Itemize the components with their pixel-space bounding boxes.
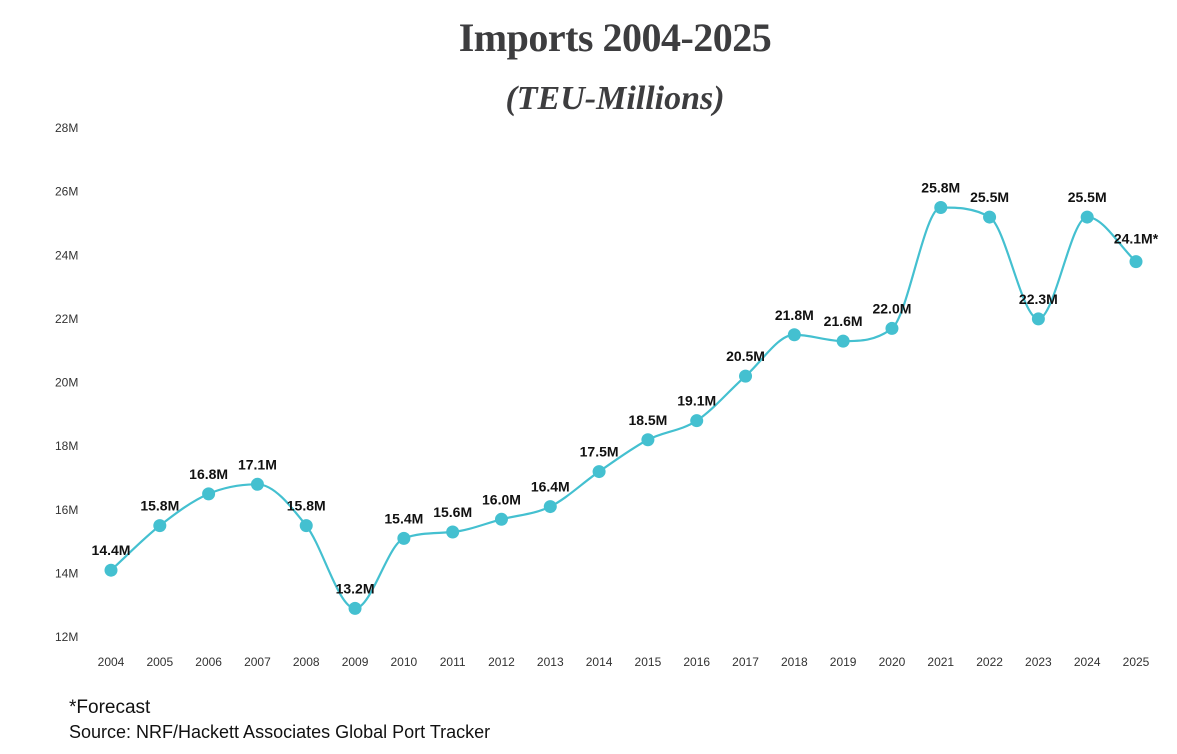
x-tick-label: 2014 [586,655,613,669]
x-tick-label: 2008 [293,655,320,669]
series-line [110,206,1137,610]
x-tick-label: 2010 [391,655,418,669]
x-axis: 2004 2005 2006 2007 2008 2009 2010 2011 2012 2013… [98,655,1150,669]
data-point-2022 [983,210,997,224]
x-tick-label: 2018 [781,655,808,669]
data-label-2013: 16.4M [531,479,570,495]
data-label-2010: 15.4M [384,510,423,526]
data-point-2007 [250,477,264,491]
x-tick-label: 2017 [732,655,759,669]
data-label-2011: 15.6M [433,504,472,520]
y-axis: 12M 14M 16M 18M 20M 22M 24M 26M 28M [55,121,78,644]
data-label-2021: 25.8M [921,180,960,196]
data-point-2010 [397,531,411,545]
y-tick-label: 16M [55,503,78,517]
source-note: Source: NRF/Hackett Associates Global Po… [69,722,491,742]
x-tick-label: 2006 [195,655,222,669]
data-label-2017: 20.5M [726,348,765,364]
data-point-2023 [1031,312,1045,326]
data-point-2009 [348,601,362,615]
data-labels: 14.4M 15.8M 16.8M 17.1M 15.8M 13.2M 15.4M 15.6M… [92,180,1159,597]
data-point-2013 [543,500,557,514]
data-label-2014: 17.5M [580,444,619,460]
y-tick-label: 24M [55,248,78,262]
x-tick-label: 2007 [244,655,271,669]
forecast-footnote: *Forecast [69,697,151,718]
x-tick-label: 2019 [830,655,857,669]
series-imports [110,206,1137,610]
x-tick-label: 2004 [98,655,125,669]
y-tick-label: 18M [55,439,78,453]
data-label-2006: 16.8M [189,466,228,482]
data-label-2020: 22.0M [872,300,911,316]
y-tick-label: 26M [55,185,78,199]
y-tick-label: 20M [55,376,78,390]
data-label-2007: 17.1M [238,456,277,472]
chart-subtitle: (TEU-Millions) [505,80,725,117]
data-label-2022: 25.5M [970,189,1009,205]
x-tick-label: 2024 [1074,655,1101,669]
data-point-2011 [446,525,460,539]
data-point-2006 [202,487,216,501]
x-tick-label: 2005 [146,655,173,669]
chart-title: Imports 2004-2025 [458,15,772,60]
data-point-2024 [1080,210,1094,224]
x-tick-label: 2012 [488,655,515,669]
x-tick-label: 2023 [1025,655,1052,669]
data-point-2017 [739,369,753,383]
data-label-2025: 24.1M* [1114,231,1159,247]
data-label-2019: 21.6M [824,313,863,329]
data-label-2018: 21.8M [775,307,814,323]
data-label-2004: 14.4M [92,542,131,558]
x-tick-label: 2020 [879,655,906,669]
x-tick-label: 2025 [1123,655,1150,669]
data-point-2012 [494,512,508,526]
data-point-2025 [1129,255,1143,269]
data-point-2016 [690,414,704,428]
data-point-2020 [885,321,899,335]
data-label-2008: 15.8M [287,498,326,514]
data-label-2005: 15.8M [140,498,179,514]
data-point-2018 [787,328,801,342]
x-tick-label: 2009 [342,655,369,669]
y-tick-label: 14M [55,566,78,580]
data-label-2023: 22.3M [1019,291,1058,307]
data-point-2021 [934,201,948,215]
y-tick-label: 22M [55,312,78,326]
data-label-2024: 25.5M [1068,189,1107,205]
x-tick-label: 2022 [976,655,1003,669]
data-points [104,201,1143,615]
data-label-2012: 16.0M [482,491,521,507]
line-chart: 12M 14M 16M 18M 20M 22M 24M 26M 28M 2004 2005 2006… [55,121,1159,669]
data-point-2008 [299,519,313,533]
data-point-2015 [641,433,655,447]
data-label-2016: 19.1M [677,393,716,409]
data-point-2005 [153,519,167,533]
data-point-2014 [592,465,606,479]
data-point-2019 [836,334,850,348]
x-tick-label: 2021 [927,655,954,669]
x-tick-label: 2011 [440,655,466,669]
x-tick-label: 2016 [683,655,710,669]
y-tick-label: 28M [55,121,78,135]
x-tick-label: 2013 [537,655,564,669]
y-tick-label: 12M [55,630,78,644]
data-label-2015: 18.5M [628,412,667,428]
data-label-2009: 13.2M [336,580,375,596]
data-point-2004 [104,563,118,577]
x-tick-label: 2015 [635,655,662,669]
